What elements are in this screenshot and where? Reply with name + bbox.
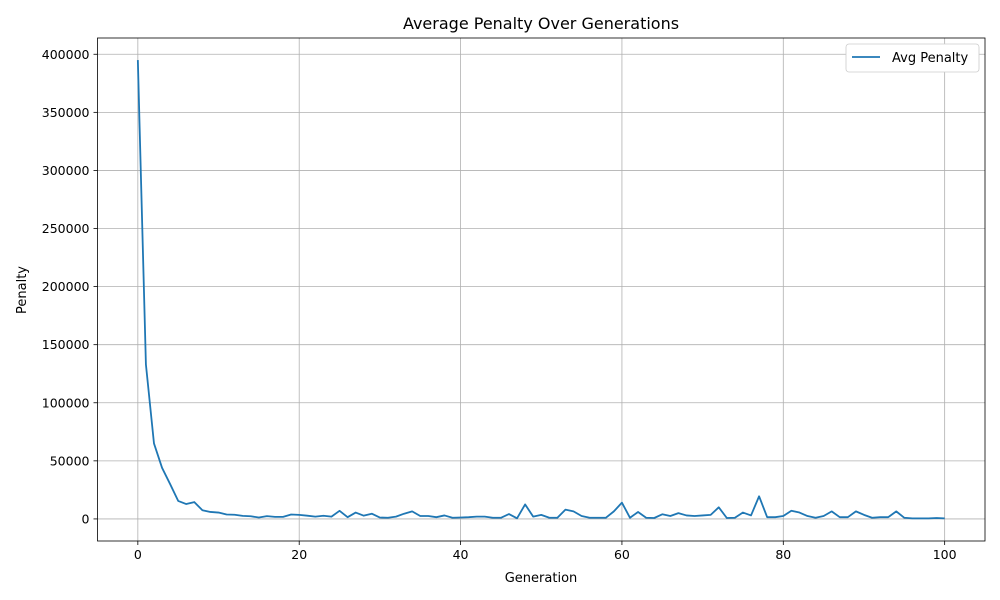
- x-tick-label: 100: [933, 547, 957, 562]
- plot-frame: [97, 37, 986, 542]
- y-tick-label: 0: [82, 511, 90, 526]
- x-axis-label: Generation: [505, 571, 578, 586]
- y-tick-label: 100000: [42, 395, 90, 410]
- x-tick-label: 0: [134, 547, 142, 562]
- legend-box: [845, 43, 980, 73]
- legend-label-avg-penalty: Avg Penalty: [892, 51, 968, 66]
- plot-area: [97, 38, 985, 541]
- x-tick-label: 80: [775, 547, 791, 562]
- y-axis-label: Penalty: [15, 266, 30, 314]
- axis-ticks: 0 20 40 60 80 100 0 50000 100000 150000 200000 2500…: [42, 47, 957, 562]
- y-tick-label: 250000: [42, 221, 90, 236]
- y-tick-label: 400000: [42, 47, 90, 62]
- y-tick-label: 300000: [42, 163, 90, 178]
- x-tick-label: 20: [291, 547, 307, 562]
- y-tick-label: 150000: [42, 337, 90, 352]
- series-line-avg-penalty: [136, 60, 945, 520]
- y-tick-label: 200000: [42, 279, 90, 294]
- legend: Avg Penalty: [845, 43, 980, 73]
- y-tick-label: 350000: [42, 105, 90, 120]
- x-tick-label: 40: [453, 547, 469, 562]
- chart-title: Average Penalty Over Generations: [403, 14, 679, 33]
- grid-lines: [97, 38, 985, 541]
- y-tick-label: 50000: [50, 453, 90, 468]
- x-tick-label: 60: [614, 547, 630, 562]
